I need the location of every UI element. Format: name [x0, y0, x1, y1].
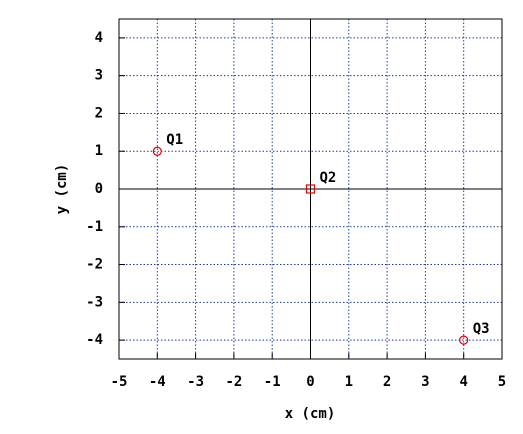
y-tick-label: -2 [86, 257, 103, 273]
x-tick-label: -4 [149, 374, 166, 390]
point-label: Q2 [320, 170, 337, 186]
x-tick-label: -3 [187, 374, 204, 390]
y-tick-label: 0 [95, 181, 103, 197]
x-tick-label: 5 [498, 374, 506, 390]
y-axis-label: y (cm) [54, 164, 70, 215]
plot-frame [118, 18, 503, 360]
x-tick-label: 0 [306, 374, 314, 390]
x-tick-label: -2 [225, 374, 242, 390]
x-tick-label: 1 [345, 374, 353, 390]
y-tick-label: -4 [86, 332, 103, 348]
y-tick-label: -3 [86, 294, 103, 310]
x-axis-label: x (cm) [285, 406, 336, 422]
y-tick-label: 4 [95, 30, 103, 46]
y-tick-label: 3 [95, 68, 103, 84]
point-label: Q3 [473, 321, 490, 337]
x-tick-label: -5 [111, 374, 128, 390]
point [152, 146, 162, 156]
x-tick-label: -1 [264, 374, 281, 390]
point [459, 335, 469, 345]
y-tick-label: 2 [95, 105, 103, 121]
point-label: Q1 [166, 132, 183, 148]
y-tick-label: -1 [86, 219, 103, 235]
x-tick-label: 3 [421, 374, 429, 390]
x-tick-label: 4 [459, 374, 467, 390]
y-tick-label: 1 [95, 143, 103, 159]
point [305, 184, 316, 194]
x-tick-label: 2 [383, 374, 391, 390]
